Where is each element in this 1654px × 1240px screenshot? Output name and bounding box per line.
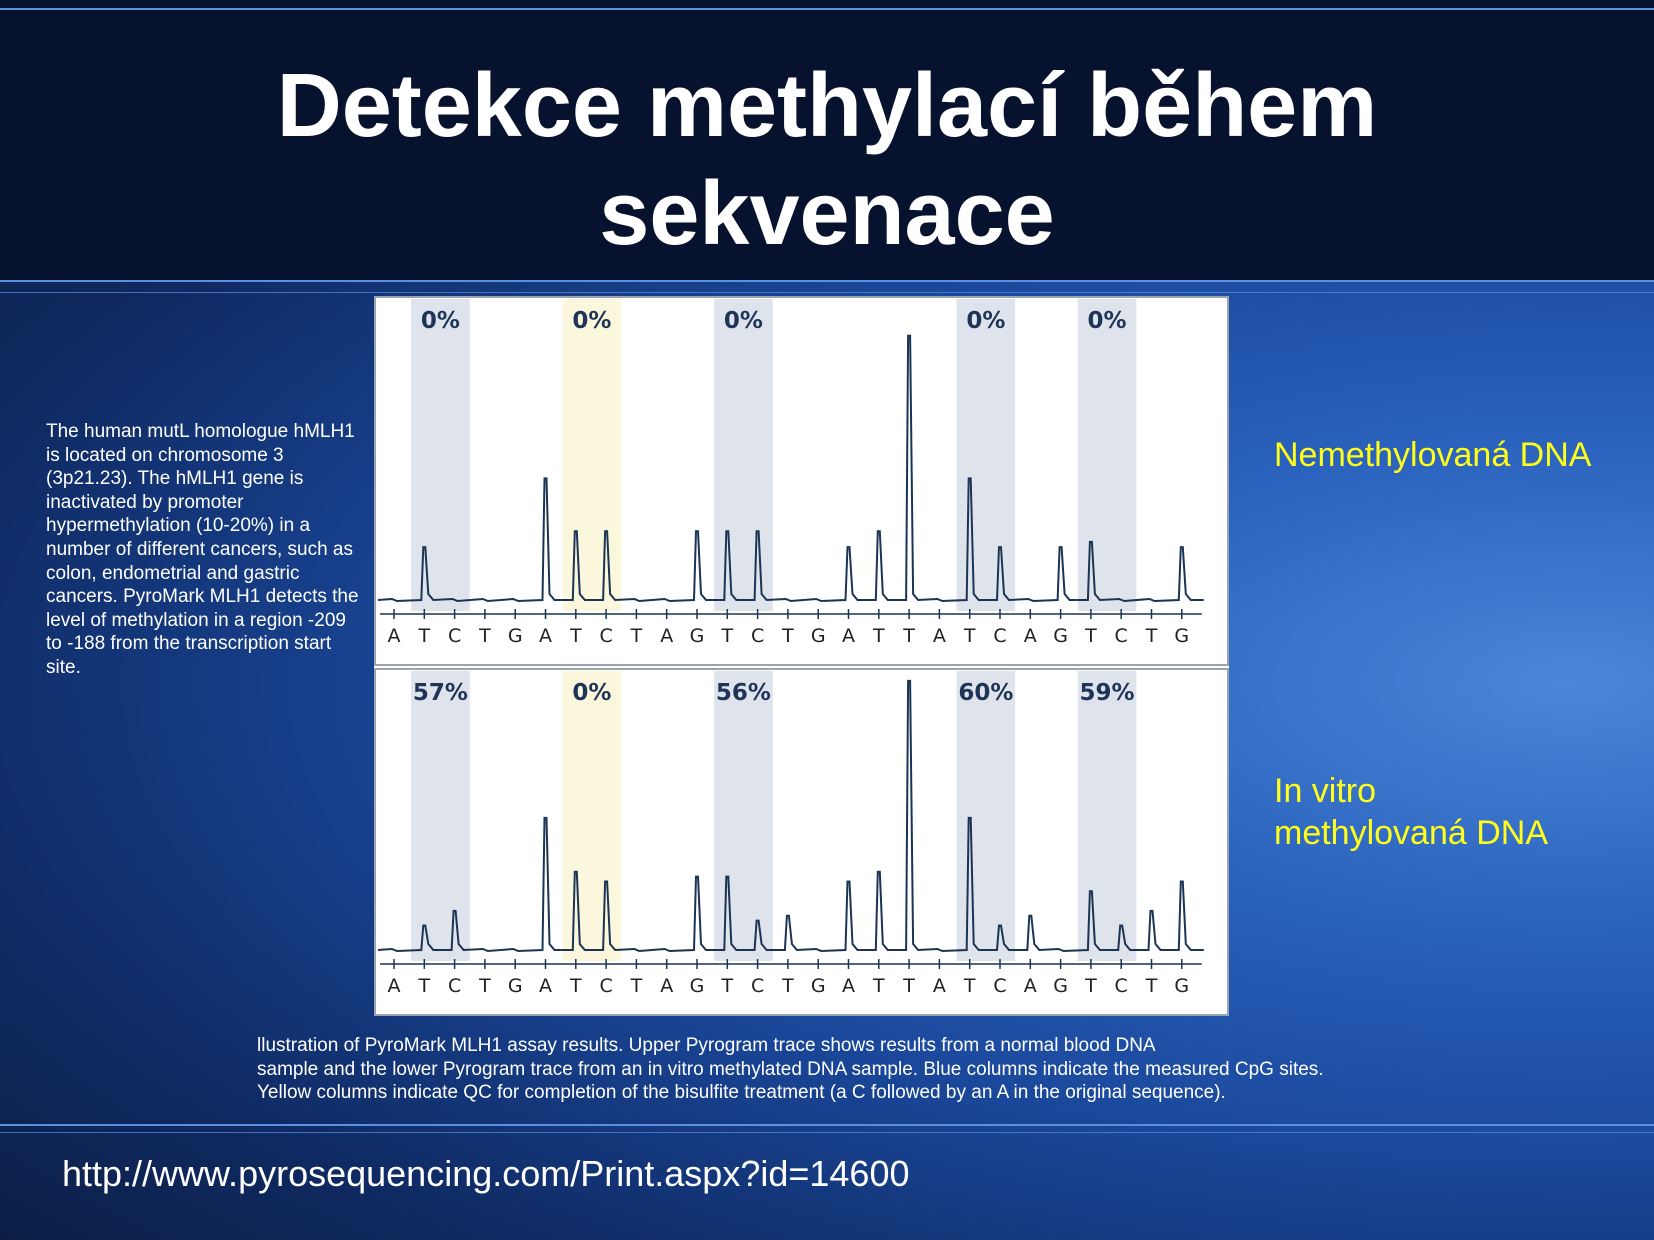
caption-line-1: llustration of PyroMark MLH1 assay resul… <box>257 1035 1156 1056</box>
dispensation-label: A <box>660 975 673 997</box>
dispensation-label: A <box>933 625 946 647</box>
dispensation-label: T <box>569 625 582 647</box>
dispensation-label: C <box>599 975 612 997</box>
pyrogram-trace-1 <box>377 334 1204 603</box>
footer-accent-line <box>0 1124 1654 1126</box>
methylation-percent-label: 0% <box>572 308 611 334</box>
figure-caption: llustration of PyroMark MLH1 assay resul… <box>257 1034 1457 1105</box>
dispensation-label: T <box>781 625 794 647</box>
dispensation-label: A <box>842 625 855 647</box>
dispensation-label: T <box>963 975 976 997</box>
dispensation-label: G <box>508 625 523 647</box>
methylation-percent-label: 59% <box>1080 680 1135 706</box>
methylation-percent-label: 0% <box>1088 308 1127 334</box>
pyrogram-trace-2 <box>377 679 1204 953</box>
label-unmethylated-dna: Nemethylovaná DNA <box>1274 436 1592 474</box>
caption-line-3: Yellow columns indicate QC for completio… <box>257 1082 1226 1103</box>
dispensation-label: G <box>1053 625 1068 647</box>
dispensation-label: A <box>539 975 552 997</box>
dispensation-label: T <box>417 975 430 997</box>
title-line-1: Detekce methylací během <box>276 56 1378 156</box>
methylation-percent-label: 0% <box>572 680 611 706</box>
dispensation-label: G <box>690 625 705 647</box>
dispensation-label: C <box>751 625 764 647</box>
dispensation-label: T <box>781 975 794 997</box>
cpg-column-3 <box>714 299 773 611</box>
dispensation-label: G <box>811 975 826 997</box>
pyrogram-figure: 0% 0% 0% 0% 0% A T C T G A T C T A G T C T G A T T A T C A G T C T G 57%… <box>374 296 1229 1016</box>
title-line-2: sekvenace <box>599 164 1055 264</box>
dispensation-label: T <box>1145 625 1158 647</box>
label-methylated-line-1: In vitro <box>1274 772 1377 810</box>
dispensation-label: T <box>720 975 733 997</box>
pyrogram-svg: 0% 0% 0% 0% 0%A T C T G A T C T A G T C T G A T T A T C A G T C T G57%… <box>374 296 1229 1016</box>
qc-column-2 <box>562 671 622 961</box>
dispensation-label: C <box>751 975 764 997</box>
dispensation-label: T <box>872 975 885 997</box>
methylation-percent-label: 57% <box>413 680 468 706</box>
header-accent-line <box>0 280 1654 282</box>
qc-column-2 <box>562 299 622 611</box>
dispensation-label: T <box>1084 975 1097 997</box>
dispensation-label: G <box>811 625 826 647</box>
dispensation-label: T <box>1145 975 1158 997</box>
dispensation-label: G <box>690 975 705 997</box>
caption-line-2: sample and the lower Pyrogram trace from… <box>257 1058 1324 1080</box>
methylation-percent-label: 0% <box>724 308 763 334</box>
cpg-column-1 <box>411 671 470 961</box>
dispensation-label: T <box>630 625 643 647</box>
methylation-percent-label: 0% <box>966 308 1005 334</box>
dispensation-label: C <box>599 625 612 647</box>
source-url[interactable]: http://www.pyrosequencing.com/Print.aspx… <box>62 1153 910 1194</box>
dispensation-label: A <box>1024 625 1037 647</box>
dispensation-label: C <box>1115 975 1128 997</box>
dispensation-label: G <box>508 975 523 997</box>
dispensation-label: G <box>1174 625 1189 647</box>
dispensation-label: G <box>1174 975 1189 997</box>
dispensation-label: A <box>660 625 673 647</box>
dispensation-label: A <box>933 975 946 997</box>
footer-accent-line-thin <box>0 1132 1654 1133</box>
cpg-column-3 <box>714 671 773 961</box>
header-accent-line-thin <box>0 292 1654 293</box>
dispensation-label: T <box>902 975 915 997</box>
dispensation-label: C <box>993 975 1006 997</box>
dispensation-label: A <box>1024 975 1037 997</box>
cpg-column-1 <box>411 299 470 611</box>
dispensation-label: T <box>902 625 915 647</box>
dispensation-label: C <box>448 625 461 647</box>
methylation-percent-label: 60% <box>958 680 1013 706</box>
cpg-column-5 <box>1077 671 1137 961</box>
dispensation-label: T <box>872 625 885 647</box>
dispensation-label: A <box>842 975 855 997</box>
dispensation-label: A <box>388 625 401 647</box>
methylation-percent-label: 56% <box>716 680 771 706</box>
description-text: The human mutL homologue hMLH1 is locate… <box>46 421 359 678</box>
dispensation-label: T <box>720 625 733 647</box>
label-methylated-dna: In vitro methylovaná DNA <box>1274 770 1548 854</box>
cpg-column-5 <box>1077 299 1137 611</box>
top-accent-line <box>0 8 1654 10</box>
dispensation-label: T <box>630 975 643 997</box>
dispensation-label: T <box>478 625 491 647</box>
cpg-column-4 <box>956 671 1016 961</box>
dispensation-label: C <box>1115 625 1128 647</box>
dispensation-label: G <box>1053 975 1068 997</box>
dispensation-label: T <box>478 975 491 997</box>
dispensation-label: A <box>388 975 401 997</box>
slide-title: Detekce methylací během sekvenace <box>0 52 1654 268</box>
dispensation-label: T <box>417 625 430 647</box>
dispensation-label: C <box>448 975 461 997</box>
dispensation-label: C <box>993 625 1006 647</box>
dispensation-label: T <box>569 975 582 997</box>
title-bar <box>0 0 1654 282</box>
dispensation-label: T <box>963 625 976 647</box>
cpg-column-4 <box>956 299 1016 611</box>
dispensation-label: A <box>539 625 552 647</box>
methylation-percent-label: 0% <box>421 308 460 334</box>
label-methylated-line-2: methylovaná DNA <box>1274 814 1549 852</box>
dispensation-label: T <box>1084 625 1097 647</box>
